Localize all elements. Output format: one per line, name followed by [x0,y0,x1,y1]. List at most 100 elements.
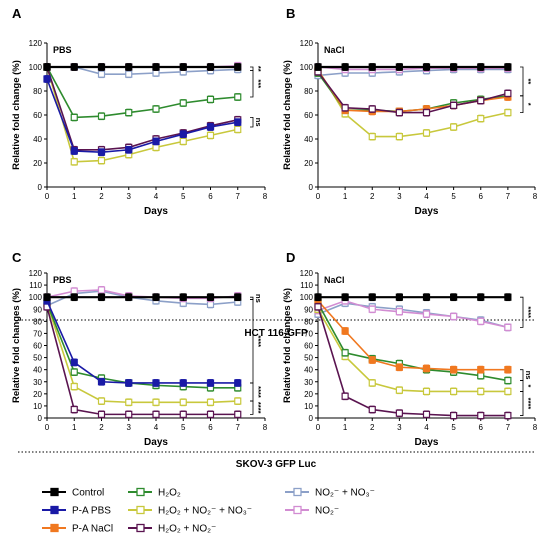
data-point [70,147,78,155]
x-tick-label: 1 [343,423,348,432]
series-line [46,66,238,119]
significance-bracket [520,380,524,392]
series-control [314,63,512,71]
panel-letter-c: C [12,250,22,265]
y-tick-label: 10 [33,402,42,411]
data-point [43,75,51,83]
data-point [125,108,133,117]
y-tick-label: 20 [304,159,313,168]
data-point [422,387,431,396]
legend-swatch-marker [136,505,145,515]
legend-swatch-marker [136,487,145,497]
y-tick-label: 80 [33,87,42,96]
y-tick-label: 120 [300,269,314,278]
data-point [450,293,458,301]
series-line [46,290,238,307]
x-tick-label: 8 [263,192,268,201]
x-axis-label: Days [415,437,439,448]
chart-panel-b: B 0 20 40 60 80 100 120 0 1 2 3 4 5 6 7 8 Days Relative fo… [282,6,538,217]
series-line [317,306,508,417]
data-point [70,293,78,301]
y-tick-label: 80 [33,317,42,326]
significance-marker: ns [520,369,533,381]
y-tick-label: 120 [29,269,43,278]
data-point [70,358,78,367]
data-point [504,323,512,331]
significance-marker: ns [250,117,263,128]
legend-swatch-marker [50,505,59,515]
data-point [422,310,431,318]
y-tick-label: 110 [29,281,42,290]
y-axis-label: Relative fold changes (%) [11,288,22,403]
legend-item-h2o2-plus-no2: H₂O₂ + NO₂⁻ [128,524,216,535]
y-tick-label: 60 [33,111,42,120]
x-tick-label: 3 [397,192,402,201]
data-point [450,387,458,396]
significance-marker: ** [520,66,533,97]
x-tick-label: 4 [154,423,159,432]
x-tick-label: 5 [181,192,186,201]
data-point [395,63,403,71]
data-point [477,114,485,123]
data-point [125,379,133,387]
y-tick-label: 40 [33,366,42,375]
series-line [317,299,509,329]
legend-label: NO₂⁻ [315,506,339,517]
data-point [125,293,133,301]
x-tick-label: 6 [208,192,213,201]
data-point [477,293,485,301]
data-point [395,308,403,316]
x-tick-label: 5 [451,192,456,201]
data-point [43,63,51,71]
significance-bracket [520,369,524,381]
data-point [97,410,106,418]
y-tick-label: 120 [300,39,314,48]
data-point [395,363,403,371]
y-tick-label: 60 [304,342,313,351]
data-point [422,364,431,373]
y-tick-label: 40 [304,135,313,144]
series-line [46,66,238,163]
series-p-a-pbs [43,75,242,157]
data-point [70,382,78,391]
x-tick-label: 7 [236,423,241,432]
significance-bracket [520,66,524,97]
series-line [317,302,509,329]
x-tick-label: 6 [479,192,484,201]
data-point [368,305,376,313]
significance-marker: * [520,380,533,392]
data-point [422,129,431,137]
significance-label: **** [524,306,533,318]
series-h2o2-plus-no2 [314,302,512,420]
y-tick-label: 100 [300,293,314,302]
condition-label: PBS [53,45,72,55]
legend-swatch-marker [293,487,302,497]
y-tick-label: 90 [304,305,313,314]
series-h2o2-plus-no2 [43,63,242,154]
condition-label: NaCl [324,275,345,285]
y-tick-label: 60 [304,111,313,120]
data-point [206,410,215,418]
x-tick-label: 6 [208,423,213,432]
legend-item-control: Control [42,488,104,499]
significance-marker: ns [250,294,263,303]
legend-swatch-marker [293,505,302,515]
data-point [504,293,512,301]
data-point [152,63,160,71]
significance-label: * [524,103,533,106]
data-point [179,99,187,107]
significance-marker: **** [250,382,263,402]
data-point [179,137,187,145]
data-point [179,410,187,418]
y-tick-label: 30 [304,378,313,387]
data-point [368,405,376,414]
significance-marker: **** [520,391,533,416]
data-point [70,113,78,122]
x-tick-label: 1 [72,192,77,201]
data-point [234,397,242,405]
significance-marker: **** [250,299,263,384]
series-line [317,68,509,138]
data-point [179,379,187,387]
legend-label: NO₂⁻ + NO₃⁻ [315,488,375,499]
data-point [206,123,215,131]
